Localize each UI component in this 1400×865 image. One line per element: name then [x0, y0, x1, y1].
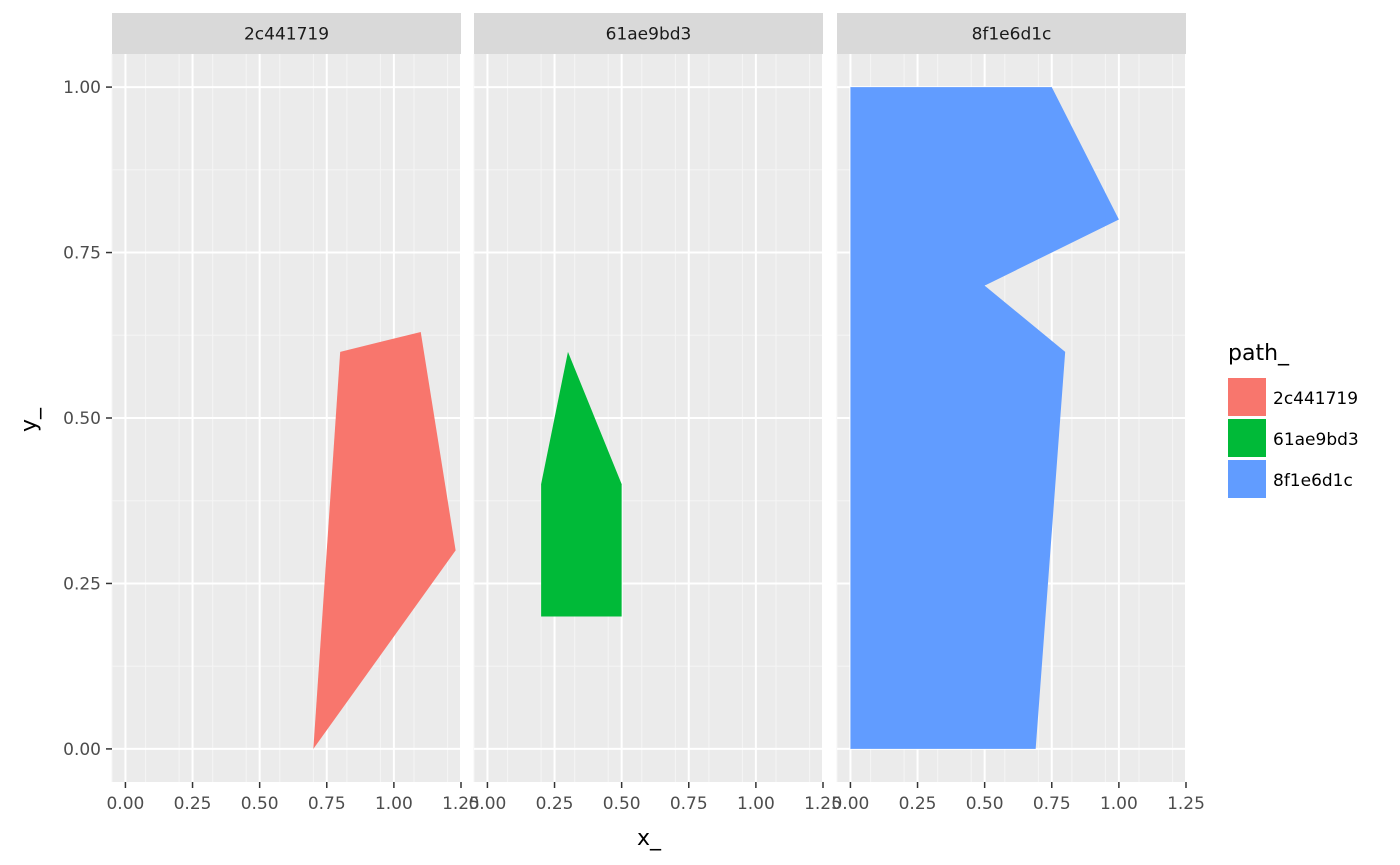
y-axis-title: y_	[17, 407, 42, 432]
x-tick-label: 0.75	[1033, 794, 1071, 814]
x-tick-label: 0.50	[603, 794, 641, 814]
x-tick-label: 0.25	[899, 794, 937, 814]
x-tick-label: 1.25	[1167, 794, 1205, 814]
x-tick-label: 0.25	[536, 794, 574, 814]
x-tick-label: 1.25	[804, 794, 842, 814]
legend-swatch	[1228, 419, 1266, 457]
x-tick-label: 0.25	[174, 794, 212, 814]
legend-entry-61ae9bd3: 61ae9bd3	[1228, 419, 1359, 457]
x-tick-label: 0.00	[831, 794, 869, 814]
facet-strip-label: 2c441719	[244, 25, 329, 45]
facet-strip-label: 8f1e6d1c	[972, 25, 1052, 45]
facet-strip	[112, 13, 461, 54]
legend-title: path_	[1228, 341, 1290, 366]
x-tick-label: 1.00	[737, 794, 775, 814]
legend: path_ 2c441719 61ae9bd3 8f1e6d1c	[1228, 341, 1359, 498]
facet-strip	[837, 13, 1186, 54]
y-tick-label: 0.25	[63, 574, 101, 594]
x-tick-label: 0.50	[966, 794, 1004, 814]
x-tick-label: 0.75	[670, 794, 708, 814]
x-tick-label: 0.75	[308, 794, 346, 814]
legend-label: 8f1e6d1c	[1273, 471, 1353, 491]
legend-label: 2c441719	[1273, 389, 1358, 409]
x-tick-label: 0.00	[468, 794, 506, 814]
x-tick-label: 1.00	[375, 794, 413, 814]
polygon-8f1e6d1c	[850, 87, 1119, 749]
x-tick-label: 0.00	[106, 794, 144, 814]
facet-strip	[474, 13, 823, 54]
y-tick-label: 0.75	[63, 244, 101, 264]
y-tick-label: 0.00	[63, 740, 101, 760]
legend-entry-2c441719: 2c441719	[1228, 378, 1358, 416]
facet-panel-8f1e6d1c: 8f1e6d1c 0.00 0.25 0.50 0.75 1.00 1.25	[831, 13, 1205, 814]
polygon-2c441719	[313, 331, 456, 749]
legend-label: 61ae9bd3	[1273, 430, 1359, 450]
legend-swatch	[1228, 378, 1266, 416]
legend-swatch	[1228, 460, 1266, 498]
x-tick-label: 0.50	[241, 794, 279, 814]
x-axis-title: x_	[637, 826, 662, 851]
facet-strip-label: 61ae9bd3	[606, 25, 692, 45]
polygon-61ae9bd3	[541, 351, 622, 617]
y-tick-label: 0.50	[63, 409, 101, 429]
y-tick-label: 1.00	[63, 78, 101, 98]
legend-entry-8f1e6d1c: 8f1e6d1c	[1228, 460, 1353, 498]
x-tick-label: 1.00	[1100, 794, 1138, 814]
facet-panel-61ae9bd3: 61ae9bd3 0.00 0.25 0.50 0.75 1.00 1.25	[468, 13, 842, 814]
x-tick-label: 1.25	[442, 794, 480, 814]
facet-panel-2c441719: 2c441719 0.00 0.25 0.50 0.75 1.00 1.25 0.00 0.25…	[63, 13, 480, 814]
